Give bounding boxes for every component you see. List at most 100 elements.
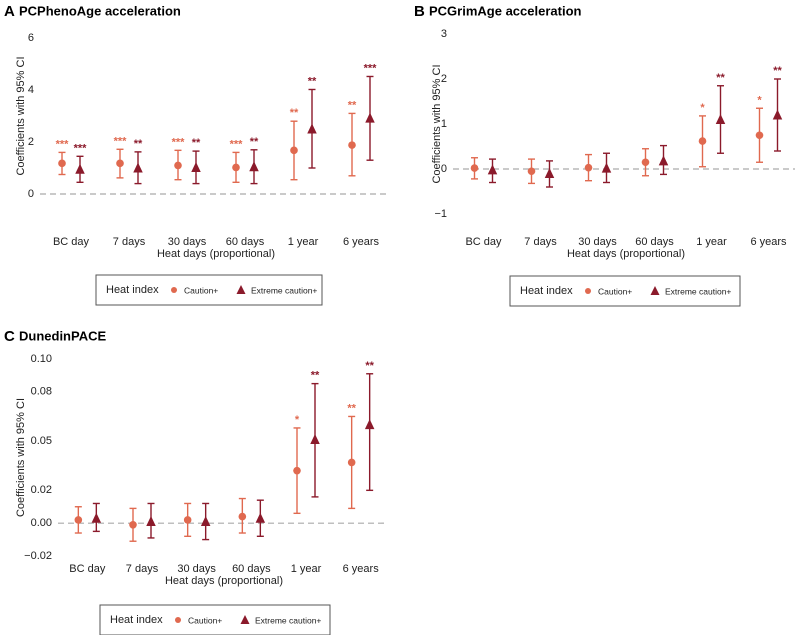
legend-marker-caution — [171, 287, 177, 293]
point-extreme-caution — [75, 163, 85, 174]
point-caution — [347, 458, 356, 467]
point-extreme-caution — [255, 512, 266, 523]
legend-label-caution: Caution+ — [598, 286, 632, 296]
point-extreme-caution — [365, 112, 375, 123]
point-caution — [641, 158, 650, 167]
chart-title: DunedinPACE — [19, 328, 106, 343]
point-caution — [116, 159, 124, 168]
point-extreme-caution — [133, 162, 143, 173]
point-caution — [348, 141, 356, 149]
y-tick-label: 0 — [28, 188, 34, 200]
significance-label: *** — [114, 135, 128, 147]
legend-title: Heat index — [106, 284, 159, 296]
point-caution — [293, 466, 301, 475]
significance-label: ** — [365, 360, 374, 372]
y-axis-title: Coefficients with 95% CI — [15, 398, 27, 517]
significance-label: ** — [311, 370, 320, 382]
significance-label: ** — [716, 72, 725, 84]
significance-label: ** — [347, 402, 356, 414]
point-extreme-caution — [191, 161, 201, 172]
x-tick-label: 7 days — [113, 236, 146, 248]
x-tick-label: 6 years — [343, 236, 380, 248]
y-axis-title: Coefficients with 95% CI — [15, 56, 27, 175]
panel-b: B PCGrimAge acceleration Coefficients with… — [414, 3, 795, 307]
y-tick-label: 2 — [441, 73, 447, 85]
x-tick-label: BC day — [69, 563, 106, 575]
point-caution — [129, 521, 137, 529]
significance-label: *** — [74, 142, 88, 154]
x-tick-label: 60 days — [226, 236, 265, 248]
x-axis-title: Heat days (proportional) — [165, 575, 283, 587]
legend-label-caution: Caution+ — [184, 285, 218, 295]
x-tick-label: 30 days — [177, 563, 216, 575]
x-tick-label: 1 year — [288, 236, 319, 248]
y-tick-label: 3 — [441, 28, 447, 40]
point-caution — [232, 163, 240, 172]
x-tick-label: BC day — [53, 236, 90, 248]
panel-letter: C — [4, 328, 15, 345]
x-tick-label: 7 days — [126, 563, 159, 575]
legend: Heat index Caution+ Extreme caution+ — [509, 275, 741, 307]
y-axis-title: Coefficients with 95% CI — [431, 64, 443, 183]
legend-title: Heat index — [520, 285, 573, 297]
y-tick-label: 4 — [28, 84, 34, 96]
panel-letter: B — [414, 3, 425, 20]
significance-label: ** — [348, 99, 357, 111]
legend: Heat index Caution+ Extreme caution+ — [99, 604, 331, 635]
x-tick-label: 1 year — [696, 236, 727, 248]
point-caution — [290, 146, 298, 155]
significance-label: ** — [192, 137, 201, 149]
point-caution — [698, 137, 707, 145]
legend-label-caution: Caution+ — [188, 615, 222, 625]
point-extreme-caution — [715, 114, 726, 124]
significance-label: ** — [134, 138, 143, 150]
significance-label: ** — [250, 136, 259, 148]
x-tick-label: 6 years — [750, 236, 787, 248]
chart-title: PCPhenoAge acceleration — [19, 3, 181, 18]
point-extreme-caution — [310, 433, 320, 444]
y-tick-label: 0.02 — [31, 484, 52, 496]
y-tick-label: 0.00 — [31, 517, 52, 529]
x-tick-label: 30 days — [578, 236, 617, 248]
x-tick-label: 1 year — [291, 563, 322, 575]
significance-label: ** — [773, 65, 782, 77]
y-tick-label: 0.08 — [31, 386, 52, 398]
legend-marker-extreme-caution — [240, 615, 250, 624]
significance-label: *** — [172, 136, 186, 148]
panel-c: C DunedinPACE Coefficients with 95% CI −0.0… — [4, 328, 386, 635]
significance-label: * — [295, 414, 300, 426]
point-caution — [174, 161, 182, 170]
y-tick-label: 2 — [28, 136, 34, 148]
legend: Heat index Caution+ Extreme caution+ — [95, 274, 323, 306]
x-axis-title: Heat days (proportional) — [567, 248, 685, 260]
legend-label-extreme-caution: Extreme caution+ — [255, 615, 321, 625]
legend-marker-caution — [175, 617, 181, 623]
y-tick-label: −1 — [434, 208, 447, 220]
point-extreme-caution — [146, 516, 156, 527]
point-extreme-caution — [307, 123, 317, 134]
point-caution — [755, 131, 764, 140]
point-caution — [74, 516, 83, 524]
point-extreme-caution — [544, 168, 555, 178]
panel-a: A PCPhenoAge acceleration Coefficients wit… — [4, 3, 388, 306]
y-tick-label: 0 — [441, 163, 447, 175]
point-caution — [527, 167, 536, 176]
point-extreme-caution — [487, 164, 498, 175]
point-caution — [183, 516, 192, 524]
point-extreme-caution — [91, 512, 102, 523]
x-axis-title: Heat days (proportional) — [157, 248, 275, 260]
panel-letter: A — [4, 3, 15, 20]
point-extreme-caution — [249, 161, 259, 172]
x-tick-label: 7 days — [524, 236, 557, 248]
y-tick-label: 0.10 — [31, 353, 52, 365]
point-extreme-caution — [772, 109, 783, 120]
significance-label: *** — [230, 138, 244, 150]
legend-box — [95, 274, 323, 306]
legend-title: Heat index — [110, 614, 163, 626]
significance-label: *** — [56, 138, 70, 150]
legend-box — [99, 604, 331, 635]
significance-label: ** — [308, 75, 317, 87]
significance-label: *** — [364, 62, 378, 74]
point-caution — [584, 163, 593, 172]
